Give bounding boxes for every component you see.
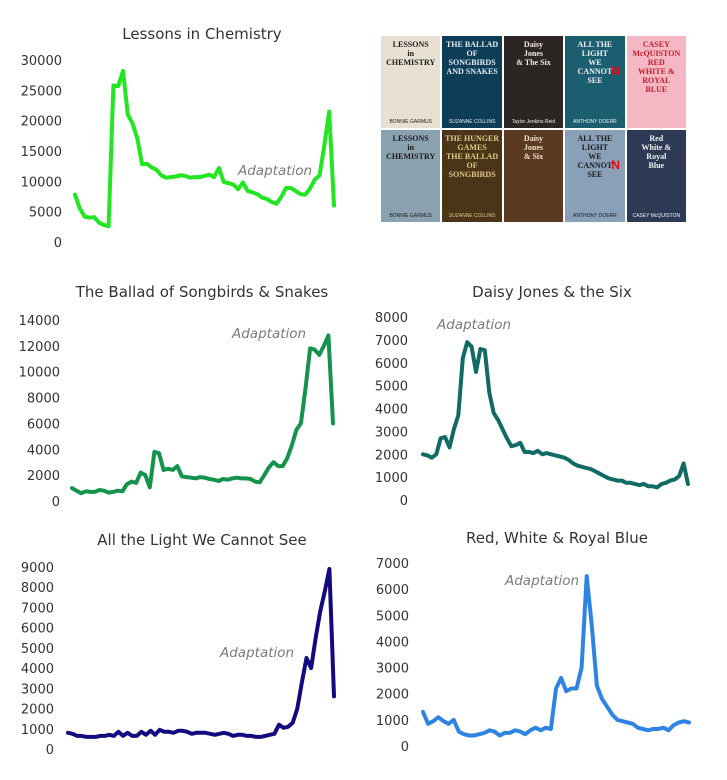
- series-line: [73, 68, 336, 229]
- y-tick-label: 1000: [21, 723, 54, 738]
- y-tick-label: 0: [54, 236, 62, 251]
- series-line: [70, 333, 335, 496]
- y-tick-label: 5000: [29, 206, 62, 221]
- y-tick-label: 0: [46, 743, 54, 758]
- cover-author: BONNIE GARMUS: [389, 119, 432, 125]
- adaptation-annotation: Adaptation: [219, 645, 294, 661]
- y-tick-label: 4000: [375, 403, 408, 418]
- y-tick-label: 4000: [21, 662, 54, 677]
- chart-5: Red, White & Royal Blue 0 1000 2000 3000 4000…: [376, 529, 691, 755]
- chart-3: Daisy Jones & the Six 0 1000 2000 3000 4000 50…: [375, 283, 690, 509]
- cover-title: THE BALLAD OF SONGBIRDS AND SNAKES: [445, 40, 499, 76]
- cover-title: CASEY McQUISTON RED WHITE & ROYAL BLUE: [632, 40, 681, 94]
- cover-author: Taylor Jenkins Reid: [511, 119, 556, 125]
- y-tick-label: 7000: [376, 557, 409, 572]
- y-tick-label: 1000: [375, 471, 408, 486]
- cover-title: Daisy Jones & The Six: [516, 40, 551, 67]
- series-line: [66, 567, 336, 739]
- book-covers-grid: LESSONS in CHEMISTRY BONNIE GARMUS THE BAL…: [381, 36, 686, 222]
- y-tick-label: 4000: [376, 635, 409, 650]
- cover-author: ANTHONY DOERR: [572, 213, 617, 219]
- y-tick-label: 0: [401, 740, 409, 755]
- y-tick-label: 5000: [375, 380, 408, 395]
- chart-1: Lessons in Chemistry 0 5000 10000 15000 20000…: [21, 25, 336, 251]
- y-tick-label: 7000: [375, 334, 408, 349]
- y-tick-label: 4000: [27, 443, 60, 458]
- cover-author: SUZANNE COLLINS: [448, 213, 496, 219]
- y-tick-label: 12000: [19, 340, 60, 355]
- cover-title: LESSONS in CHEMISTRY: [386, 40, 436, 67]
- chart-title: The Ballad of Songbirds & Snakes: [75, 283, 329, 301]
- cover-author: ANTHONY DOERR: [572, 119, 617, 125]
- book-cover: ALL THE LIGHT WE CANNOT SEE N ANTHONY DOER…: [565, 36, 625, 128]
- chart-4: All the Light We Cannot See 0 1000 2000 3000…: [21, 531, 336, 758]
- y-tick-label: 2000: [375, 448, 408, 463]
- y-tick-label: 20000: [21, 115, 62, 130]
- y-tick-label: 7000: [21, 601, 54, 616]
- chart-title: Daisy Jones & the Six: [472, 283, 632, 301]
- y-tick-label: 6000: [375, 357, 408, 372]
- y-tick-label: 10000: [19, 366, 60, 381]
- y-tick-label: 9000: [21, 561, 54, 576]
- chart-title: Lessons in Chemistry: [122, 25, 282, 43]
- y-tick-label: 6000: [376, 583, 409, 598]
- adaptation-annotation: Adaptation: [231, 326, 306, 342]
- y-tick-label: 6000: [21, 622, 54, 637]
- book-cover: Daisy Jones & The Six Taylor Jenkins Reid: [503, 36, 564, 128]
- y-tick-label: 30000: [21, 54, 62, 69]
- cover-title: LESSONS in CHEMISTRY: [386, 134, 436, 161]
- y-tick-label: 8000: [21, 581, 54, 596]
- cover-title: ALL THE LIGHT WE CANNOT SEE: [577, 40, 613, 85]
- y-tick-label: 10000: [21, 175, 62, 190]
- adaptation-annotation: Adaptation: [504, 573, 579, 589]
- book-cover: LESSONS in CHEMISTRY BONNIE GARMUS: [381, 36, 441, 128]
- book-cover: THE BALLAD OF SONGBIRDS AND SNAKES SUZANN…: [442, 36, 502, 128]
- cover-author: CASEY McQUISTON: [632, 213, 681, 219]
- book-cover: THE HUNGER GAMES THE BALLAD OF SONGBIRDS…: [442, 130, 502, 222]
- chart-title: Red, White & Royal Blue: [466, 529, 648, 547]
- y-tick-label: 3000: [375, 425, 408, 440]
- cover-title: THE HUNGER GAMES THE BALLAD OF SONGBIRDS: [445, 134, 500, 179]
- chart-title: All the Light We Cannot See: [97, 531, 306, 549]
- cover-title: ALL THE LIGHT WE CANNOT SEE: [577, 134, 613, 179]
- y-tick-label: 5000: [376, 609, 409, 624]
- book-cover: Red White & Royal Blue CASEY McQUISTON: [626, 130, 686, 222]
- y-tick-label: 15000: [21, 145, 62, 160]
- series-line: [421, 340, 690, 490]
- y-tick-label: 8000: [27, 392, 60, 407]
- book-cover: Daisy Jones & Six: [503, 130, 564, 222]
- y-tick-label: 0: [52, 495, 60, 510]
- y-tick-label: 2000: [21, 703, 54, 718]
- y-tick-label: 2000: [27, 469, 60, 484]
- cover-author: SUZANNE COLLINS: [448, 119, 496, 125]
- y-tick-label: 5000: [21, 642, 54, 657]
- y-tick-label: 1000: [376, 714, 409, 729]
- netflix-logo-icon: N: [611, 158, 620, 172]
- book-cover: LESSONS in CHEMISTRY BONNIE GARMUS: [381, 130, 441, 222]
- cover-title: Daisy Jones & Six: [523, 134, 544, 161]
- adaptation-annotation: Adaptation: [436, 317, 511, 333]
- book-cover: CASEY McQUISTON RED WHITE & ROYAL BLUE: [626, 36, 686, 128]
- y-tick-label: 3000: [21, 682, 54, 697]
- adaptation-annotation: Adaptation: [237, 163, 312, 179]
- y-tick-label: 8000: [375, 311, 408, 326]
- book-cover: ALL THE LIGHT WE CANNOT SEE N ANTHONY DOER…: [565, 130, 625, 222]
- cover-title: Red White & Royal Blue: [641, 134, 672, 170]
- netflix-logo-icon: N: [611, 64, 620, 78]
- y-tick-label: 0: [400, 494, 408, 509]
- chart-2: The Ballad of Songbirds & Snakes 0 2000 400…: [19, 283, 335, 510]
- cover-author: BONNIE GARMUS: [389, 213, 432, 219]
- y-tick-label: 2000: [376, 688, 409, 703]
- y-tick-label: 6000: [27, 417, 60, 432]
- y-tick-label: 25000: [21, 84, 62, 99]
- series-line: [421, 574, 691, 738]
- y-tick-label: 14000: [19, 314, 60, 329]
- y-tick-label: 3000: [376, 662, 409, 677]
